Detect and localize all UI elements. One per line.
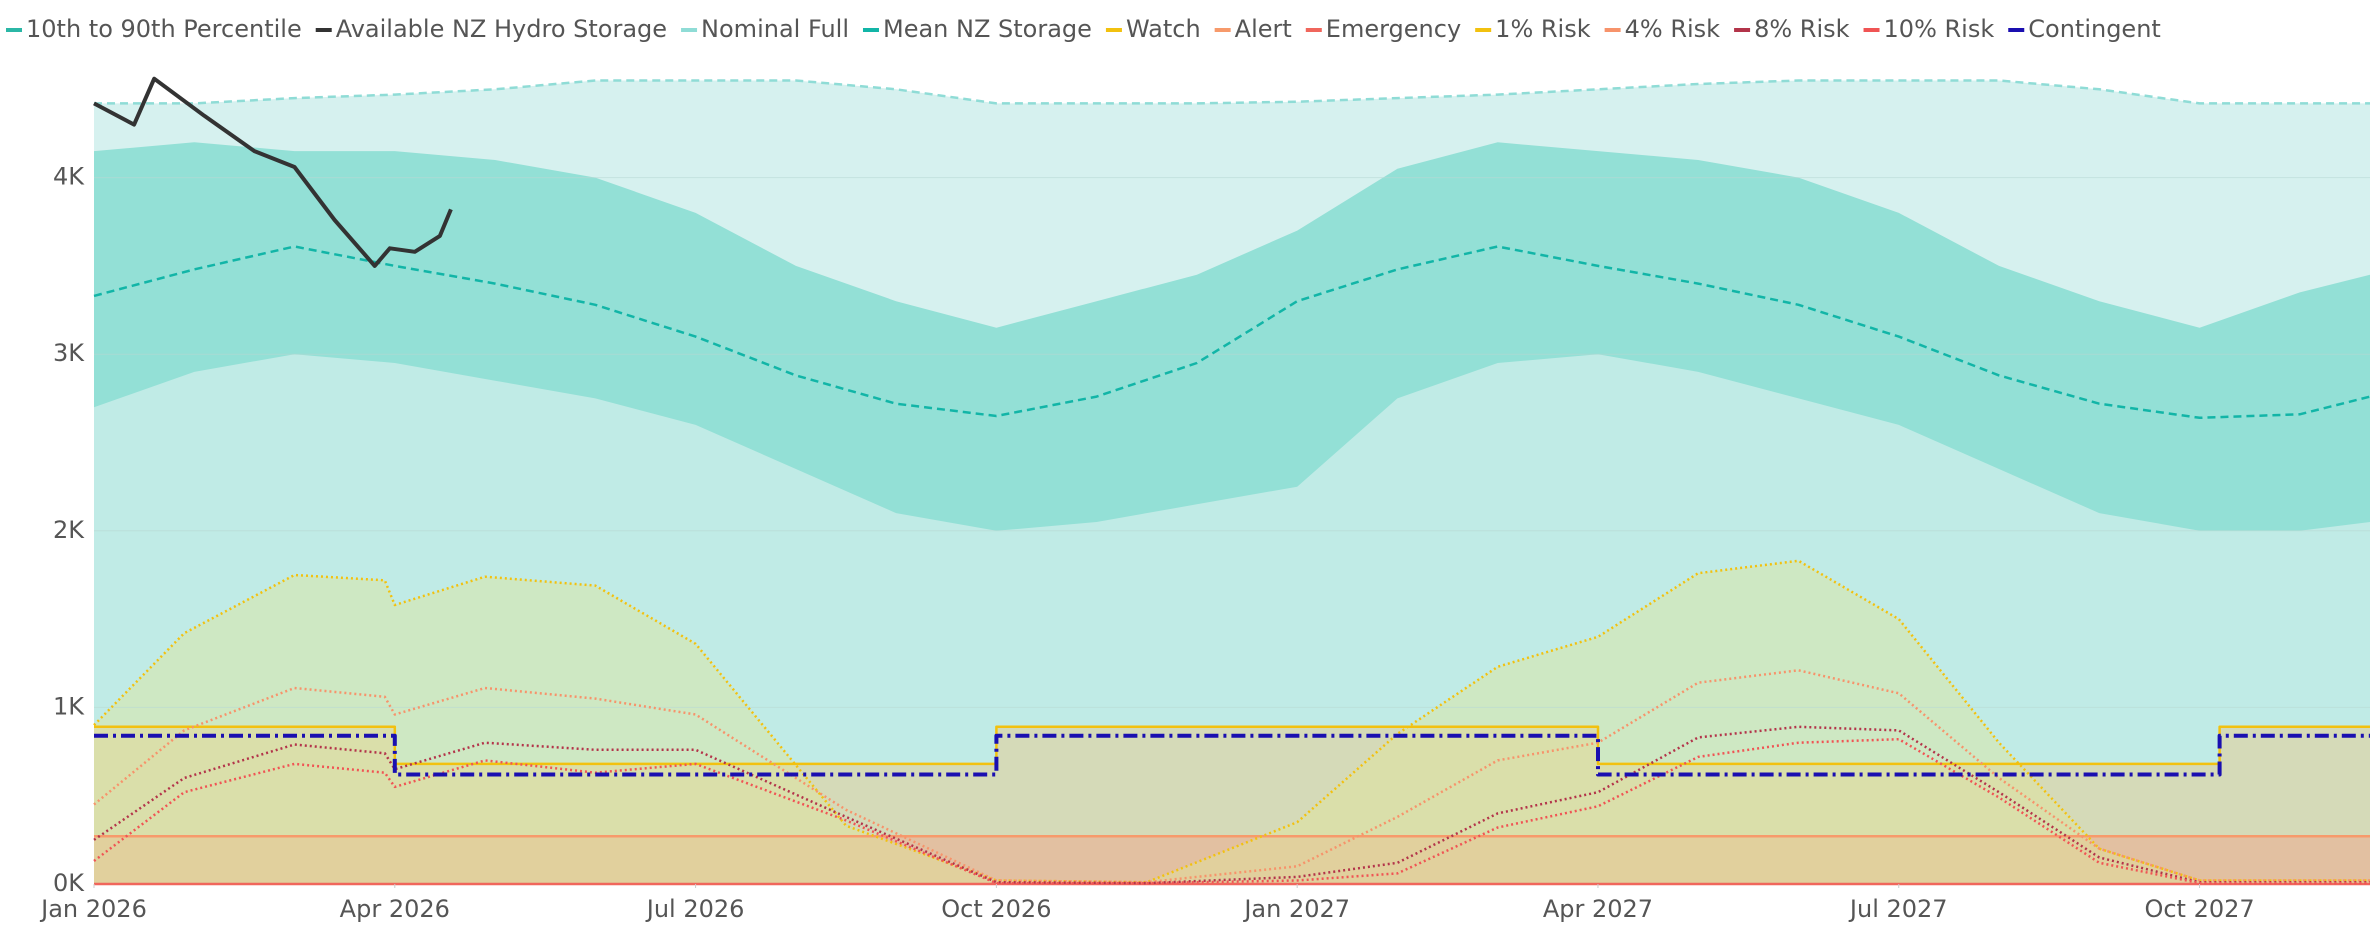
x-tick-label: Jul 2026 [645, 895, 745, 923]
y-tick-label: 4K [53, 163, 85, 191]
x-tick-label: Jan 2026 [39, 895, 147, 923]
legend-label: 1% Risk [1495, 15, 1591, 43]
band-low-area [94, 354, 2370, 884]
legend-label: Alert [1235, 15, 1292, 43]
series-line [93, 737, 2370, 885]
y-tick-label: 0K [53, 869, 85, 897]
legend-label: Nominal Full [701, 15, 849, 43]
area [94, 836, 2370, 884]
legend-label: 10th to 90th Percentile [26, 15, 302, 43]
legend-label: 4% Risk [1625, 15, 1721, 43]
x-tick-label: Oct 2027 [2144, 895, 2254, 923]
legend-label: Mean NZ Storage [883, 15, 1092, 43]
x-tick-label: Jul 2027 [1848, 895, 1948, 923]
x-tick-label: Apr 2026 [340, 895, 450, 923]
legend-label: 8% Risk [1754, 15, 1850, 43]
y-tick-label: 1K [53, 692, 85, 720]
areas [94, 80, 2370, 885]
area [94, 560, 2370, 884]
y-tick-label: 2K [53, 516, 85, 544]
legend-label: Contingent [2028, 15, 2161, 43]
lines [93, 76, 2371, 886]
x-tick-label: Jan 2027 [1242, 895, 1350, 923]
series-line [93, 669, 2370, 884]
x-tick-label: Oct 2026 [941, 895, 1051, 923]
legend-label: 10% Risk [1884, 15, 1995, 43]
series-line [94, 733, 2370, 777]
series-line [93, 245, 2371, 420]
series-line [94, 79, 2370, 105]
legend-label: Watch [1126, 15, 1201, 43]
axes: 0K 1K 2K 3K 4K Jan 2026 Apr 2026 Jul 2026 Oct 20… [39, 163, 2255, 923]
x-tick-label: Apr 2027 [1543, 895, 1653, 923]
legend-label: Available NZ Hydro Storage [336, 15, 667, 43]
y-tick-label: 3K [53, 339, 85, 367]
legend: 10th to 90th Percentile Available NZ Hydr… [6, 15, 2161, 43]
legend-label: Emergency [1326, 15, 1461, 43]
series-line [93, 76, 453, 268]
